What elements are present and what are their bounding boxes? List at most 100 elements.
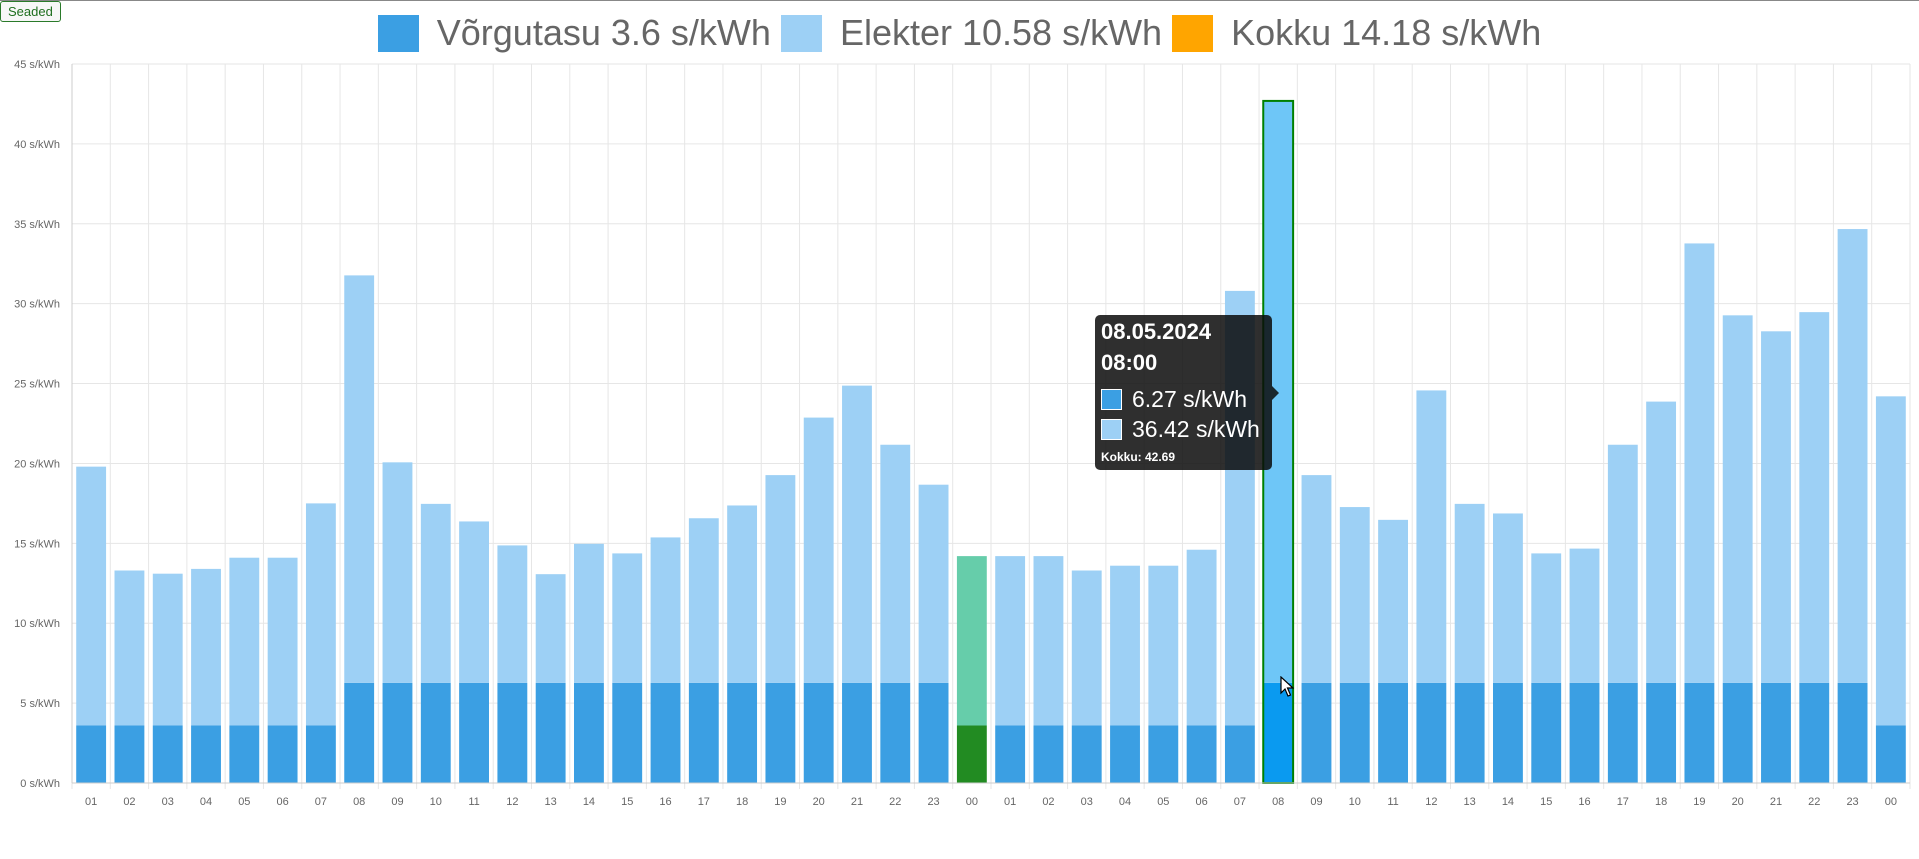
bar-segment-network-fee (688, 682, 719, 783)
x-tick-label: 01 (85, 796, 97, 808)
x-tick-label: 23 (1846, 796, 1858, 808)
x-tick-label: 09 (391, 796, 403, 808)
legend-swatch-electricity (780, 14, 822, 52)
bar-segment-network-fee (918, 682, 949, 783)
bar-segment-electricity (1875, 396, 1906, 726)
bar-segment-electricity (420, 503, 451, 683)
bar-segment-network-fee (1569, 682, 1600, 783)
bar-segment-network-fee (305, 725, 336, 783)
bar-segment-network-fee (535, 682, 566, 783)
tooltip-date: 08.05.2024 (1101, 319, 1212, 344)
y-tick-label: 20 s/kWh (14, 458, 60, 470)
x-tick-label: 18 (736, 796, 748, 808)
bar-segment-electricity (1378, 519, 1408, 683)
x-tick-label: 08 (1272, 796, 1284, 808)
x-tick-label: 02 (123, 796, 135, 808)
settings-button[interactable]: Seaded (0, 1, 61, 22)
bar-segment-electricity (765, 475, 796, 683)
bar-segment-electricity (612, 553, 643, 683)
legend-label-total: Kokku 14.18 s/kWh (1231, 12, 1542, 53)
x-tick-label: 05 (238, 796, 250, 808)
bar-segment-electricity (1837, 229, 1868, 683)
legend-label-network-fee: Võrgutasu 3.6 s/kWh (436, 12, 771, 53)
bar-segment-electricity (1301, 475, 1332, 683)
y-tick-label: 35 s/kWh (14, 219, 60, 231)
bar-segment-network-fee (1071, 725, 1102, 783)
bar-segment-electricity (1531, 553, 1562, 683)
bar-segment-network-fee (880, 682, 911, 783)
bar-segment-network-fee (1493, 682, 1523, 783)
legend-swatch-total (1172, 14, 1214, 52)
x-tick-label: 14 (583, 796, 595, 808)
y-tick-label: 25 s/kWh (14, 379, 60, 391)
x-tick-label: 18 (1655, 796, 1667, 808)
bar-segment-electricity (1607, 444, 1638, 683)
bar-segment-electricity (1799, 312, 1830, 683)
x-tick-label: 04 (200, 796, 212, 808)
x-tick-label: 00 (966, 796, 978, 808)
x-tick-label: 12 (1425, 796, 1437, 808)
bar-segment-electricity (803, 417, 834, 683)
y-tick-label: 45 s/kWh (14, 59, 60, 71)
bar-segment-network-fee (267, 725, 298, 783)
y-tick-label: 0 s/kWh (20, 778, 60, 790)
bar-segment-electricity (1416, 390, 1447, 683)
x-tick-label: 13 (1464, 796, 1476, 808)
bar-segment-electricity (688, 518, 719, 683)
bar-segment-network-fee (114, 725, 145, 783)
x-tick-label: 06 (1195, 796, 1207, 808)
bar-segment-network-fee (1799, 682, 1830, 783)
bar-segment-network-fee (1148, 725, 1179, 783)
mouse-pointer-icon (1280, 676, 1294, 697)
bar-segment-network-fee (1416, 682, 1447, 783)
bar-segment-electricity (1186, 549, 1217, 726)
x-tick-label: 07 (1234, 796, 1246, 808)
bar-segment-network-fee (612, 682, 643, 783)
bar-segment-network-fee (1224, 725, 1255, 783)
bar-segment-network-fee (765, 682, 796, 783)
bar-segment-electricity (459, 521, 489, 683)
bar-segment-network-fee (1684, 682, 1715, 783)
legend-item-network-fee[interactable]: Võrgutasu 3.6 s/kWh (377, 12, 771, 54)
tooltip-swatch-network-fee (1101, 388, 1122, 410)
bar-segment-electricity (995, 556, 1026, 726)
bar-segment-network-fee (956, 725, 987, 783)
bar-segment-network-fee (1837, 682, 1868, 783)
bar-segment-network-fee (229, 725, 260, 783)
x-tick-label: 12 (506, 796, 518, 808)
bar-segment-electricity (1071, 570, 1102, 726)
x-tick-label: 04 (1119, 796, 1131, 808)
x-tick-label: 15 (1540, 796, 1552, 808)
x-tick-label: 03 (1081, 796, 1093, 808)
tooltip-value-electricity: 36.42 s/kWh (1132, 416, 1260, 442)
x-tick-label: 11 (468, 796, 479, 808)
x-tick-label: 13 (545, 796, 557, 808)
bar-segment-network-fee (459, 682, 489, 783)
bar-segment-network-fee (1875, 725, 1906, 783)
bar-segment-electricity (1493, 513, 1523, 683)
legend-item-electricity[interactable]: Elekter 10.58 s/kWh (780, 12, 1162, 54)
y-tick-label: 15 s/kWh (14, 538, 60, 550)
x-tick-label: 05 (1157, 796, 1169, 808)
bar-segment-electricity (191, 568, 221, 726)
bar-segment-network-fee (727, 682, 758, 783)
bar-segment-network-fee (574, 682, 604, 783)
bar-segment-electricity (1569, 548, 1600, 683)
bar-segment-network-fee (420, 682, 451, 783)
tooltip-row-electricity: 36.42 s/kWh (1101, 416, 1260, 442)
legend-item-total[interactable]: Kokku 14.18 s/kWh (1172, 12, 1541, 54)
x-tick-label: 02 (1042, 796, 1054, 808)
x-tick-label: 22 (1808, 796, 1820, 808)
bar-segment-network-fee (1263, 682, 1294, 783)
bar-segment-network-fee (995, 725, 1026, 783)
bar-segment-electricity (574, 543, 604, 683)
bar-segment-network-fee (1110, 725, 1140, 783)
x-tick-label: 06 (276, 796, 288, 808)
bar-segment-network-fee (497, 682, 528, 783)
bar-segment-electricity (1033, 556, 1064, 726)
x-tick-label: 14 (1502, 796, 1514, 808)
x-tick-label: 16 (659, 796, 671, 808)
bar-segment-network-fee (1531, 682, 1562, 783)
bar-segment-network-fee (1339, 682, 1370, 783)
